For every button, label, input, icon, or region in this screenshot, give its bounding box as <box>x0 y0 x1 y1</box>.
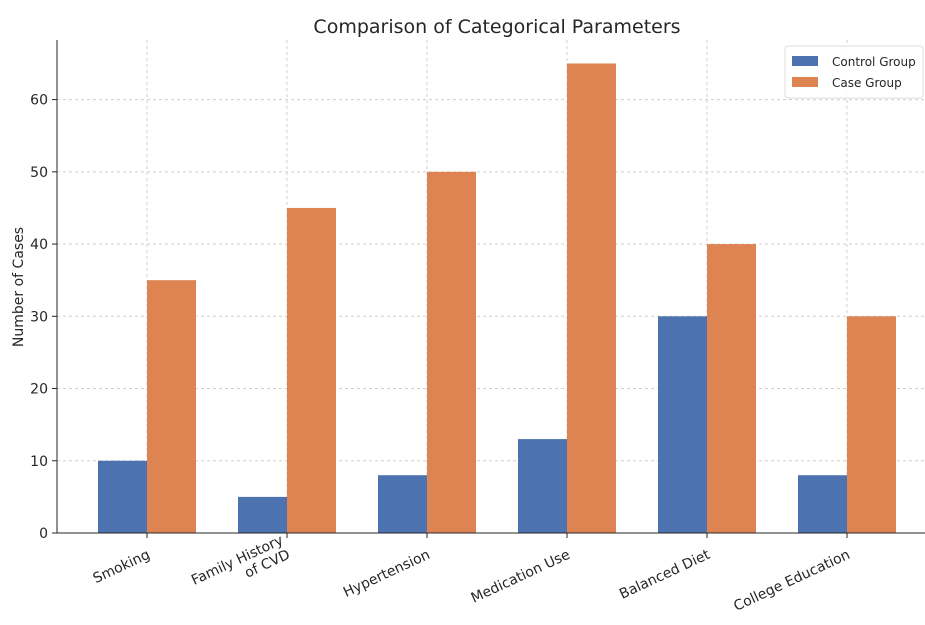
y-tick-label: 60 <box>30 93 48 109</box>
bar-case <box>147 280 196 533</box>
chart-title: Comparison of Categorical Parameters <box>313 16 680 38</box>
legend-label: Control Group <box>832 55 916 69</box>
bar-control <box>378 475 427 533</box>
bar-case <box>847 316 896 533</box>
legend-label: Case Group <box>832 76 902 90</box>
x-tick-labels: Smoking Family Historyof CVD Hypertension M… <box>91 532 853 614</box>
bar-control <box>658 316 707 533</box>
x-tick-label: Smoking <box>91 547 153 587</box>
y-tick-label: 50 <box>30 165 48 181</box>
legend: Control Group Case Group <box>784 45 924 99</box>
y-tick-labels: 0 10 20 30 40 50 60 <box>30 93 48 542</box>
y-tick-label: 0 <box>39 526 48 542</box>
bar-case <box>427 171 476 534</box>
bar-case <box>707 244 756 534</box>
x-tick-label: Hypertension <box>341 547 433 601</box>
y-tick-label: 30 <box>30 309 48 325</box>
axes <box>52 40 925 538</box>
legend-swatch <box>792 56 818 66</box>
x-tick-label: Medication Use <box>469 547 573 607</box>
y-tick-label: 10 <box>30 454 48 470</box>
bar-case <box>287 207 336 533</box>
y-axis-label: Number of Cases <box>11 227 27 347</box>
bar-control <box>518 439 567 533</box>
x-tick-label: Family Historyof CVD <box>189 532 293 603</box>
legend-swatch <box>792 77 818 87</box>
bar-control <box>238 496 287 533</box>
bar-case <box>567 63 616 533</box>
x-tick-label: College Education <box>731 547 852 615</box>
bar-control <box>798 475 847 533</box>
y-tick-label: 40 <box>30 237 48 253</box>
y-tick-label: 20 <box>30 382 48 398</box>
legend-box <box>784 45 924 99</box>
x-tick-label: Balanced Diet <box>617 547 713 603</box>
bars <box>98 63 896 534</box>
bar-control <box>98 460 147 533</box>
